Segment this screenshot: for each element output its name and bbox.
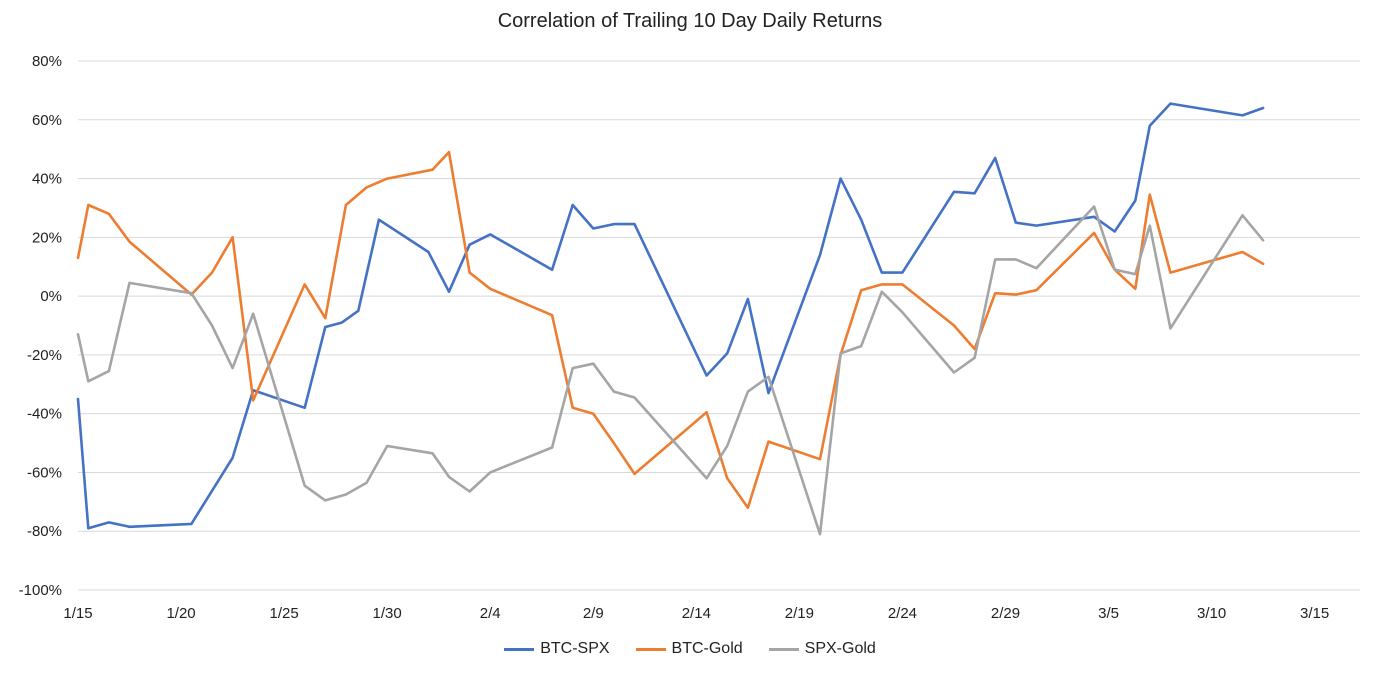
- y-axis-ticks: 80% 60% 40% 20% 0% -20% -40% -60% -80% -100%: [19, 53, 62, 599]
- gridlines: [78, 60, 1360, 591]
- x-tick-label: 3/10: [1197, 605, 1226, 622]
- series-line-spx-gold: [76, 205, 1265, 536]
- x-tick-label: 2/29: [991, 605, 1020, 622]
- x-tick-label: 1/20: [166, 605, 195, 622]
- x-tick-label: 2/9: [583, 605, 604, 622]
- legend-label: BTC-Gold: [671, 640, 743, 657]
- legend-item-spx-gold: SPX-Gold: [768, 640, 876, 658]
- y-tick-label: -20%: [27, 347, 62, 364]
- chart-title: Correlation of Trailing 10 Day Daily Ret…: [497, 10, 883, 32]
- y-tick-label: -80%: [27, 523, 62, 540]
- x-tick-label: 1/25: [270, 605, 299, 622]
- legend: BTC-SPX BTC-Gold SPX-Gold: [0, 640, 1380, 658]
- x-tick-label: 1/15: [63, 605, 92, 622]
- x-tick-label: 1/30: [373, 605, 402, 622]
- legend-item-btc-spx: BTC-SPX: [504, 640, 610, 658]
- legend-swatch: [768, 647, 799, 651]
- legend-swatch: [635, 647, 666, 651]
- y-tick-label: -40%: [27, 406, 62, 423]
- legend-swatch: [504, 647, 535, 651]
- y-tick-label: -60%: [27, 464, 62, 481]
- legend-item-btc-gold: BTC-Gold: [635, 640, 743, 658]
- x-tick-label: 2/24: [888, 605, 917, 622]
- series-line-btc-gold: [76, 150, 1265, 510]
- legend-label: BTC-SPX: [540, 640, 610, 657]
- x-tick-label: 2/19: [785, 605, 814, 622]
- x-tick-label: 2/14: [682, 605, 711, 622]
- y-tick-label: 20%: [32, 229, 62, 246]
- y-tick-label: 60%: [32, 112, 62, 129]
- legend-label: SPX-Gold: [804, 640, 876, 657]
- y-tick-label: -100%: [19, 582, 62, 599]
- y-tick-label: 40%: [32, 171, 62, 188]
- x-tick-label: 2/4: [480, 605, 501, 622]
- x-tick-label: 3/15: [1300, 605, 1329, 622]
- series-line-btc-spx: [76, 102, 1265, 530]
- x-tick-label: 3/5: [1098, 605, 1119, 622]
- y-tick-label: 0%: [40, 288, 62, 305]
- series-lines: [76, 102, 1265, 536]
- y-tick-label: 80%: [32, 53, 62, 70]
- x-axis-ticks: 1/15 1/20 1/25 1/30 2/4 2/9 2/14 2/19 2/24 2/29 3/…: [63, 605, 1329, 622]
